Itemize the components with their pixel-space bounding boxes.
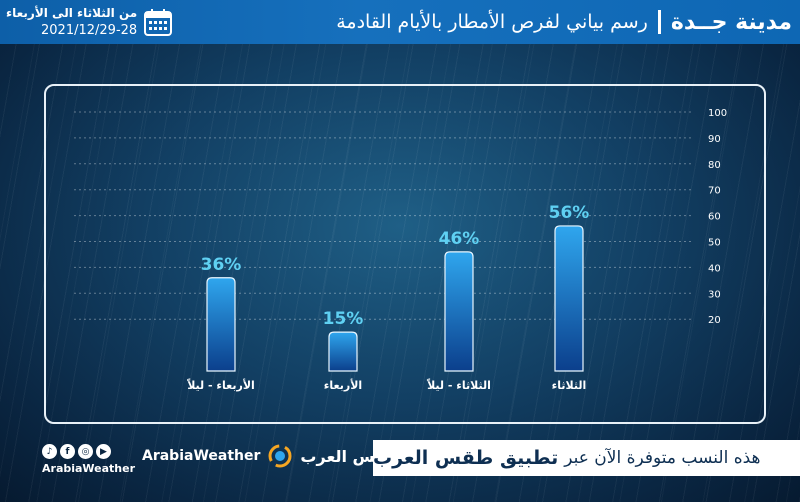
youtube-icon[interactable]: ▶ — [96, 444, 111, 459]
category-label: الثلاثاء — [552, 379, 587, 392]
header-title-group: مدينة جــدة رسم بياني لفرص الأمطار بالأي… — [336, 0, 792, 44]
arabiaweather-logo-icon — [268, 444, 292, 468]
date-value: 2021/12/29-28 — [41, 23, 138, 38]
bar — [328, 331, 358, 372]
value-label: 15% — [323, 309, 364, 329]
grid-lines — [74, 111, 694, 320]
tiktok-icon[interactable]: ♪ — [42, 444, 57, 459]
category-label: الثلاثاء - ليلاً — [427, 377, 491, 392]
value-labels: 56% 46% 15% 36% — [201, 203, 590, 329]
value-label: 56% — [549, 203, 590, 223]
value-label: 46% — [439, 229, 480, 249]
date-range: من الثلاثاء الى الأربعاء — [6, 6, 138, 20]
category-labels: الثلاثاء الثلاثاء - ليلاً الأربعاء الأربعاء… — [187, 377, 586, 392]
instagram-icon[interactable]: ◎ — [78, 444, 93, 459]
value-label: 36% — [201, 255, 242, 275]
brand-logo-group: ArabiaWeather طقس العرب — [142, 444, 402, 468]
promo-text: هذه النسب متوفرة الآن عبر — [564, 448, 761, 468]
bar — [554, 225, 584, 372]
y-tick-label: 60 — [708, 212, 721, 223]
chart-panel: 20 30 40 50 60 70 80 90 100 56% 46% 15% 36% الثلاثا… — [44, 84, 766, 424]
y-tick-label: 40 — [708, 263, 721, 274]
social-handle: ArabiaWeather — [42, 462, 136, 475]
y-tick-labels: 20 30 40 50 60 70 80 90 100 — [708, 108, 727, 326]
y-tick-label: 20 — [708, 315, 721, 326]
facebook-icon[interactable]: f — [60, 444, 75, 459]
header-bar: مدينة جــدة رسم بياني لفرص الأمطار بالأي… — [0, 0, 800, 44]
promo-app-name[interactable]: تطبيق طقس العرب — [373, 447, 559, 469]
page-title: رسم بياني لفرص الأمطار بالأيام القادمة — [336, 11, 648, 33]
bars — [206, 225, 584, 372]
app-promo-bar: هذه النسب متوفرة الآن عبر تطبيق طقس العر… — [373, 440, 800, 476]
calendar-icon — [144, 9, 173, 36]
brand-name-en: ArabiaWeather — [142, 448, 261, 464]
y-tick-label: 90 — [708, 134, 721, 145]
category-label: الأربعاء — [324, 378, 362, 392]
bar — [444, 251, 474, 372]
y-tick-label: 50 — [708, 238, 721, 249]
date-block: من الثلاثاء الى الأربعاء 2021/12/29-28 — [6, 4, 137, 40]
rain-chance-chart: 20 30 40 50 60 70 80 90 100 56% 46% 15% 36% الثلاثا… — [74, 108, 727, 392]
y-tick-label: 70 — [708, 186, 721, 197]
y-tick-label: 80 — [708, 160, 721, 171]
category-label: الأربعاء - ليلاً — [187, 377, 255, 392]
city-name: مدينة جــدة — [670, 9, 792, 35]
date-group: من الثلاثاء الى الأربعاء 2021/12/29-28 — [6, 3, 173, 41]
title-separator — [657, 10, 661, 34]
y-tick-label: 30 — [708, 289, 721, 300]
bar — [206, 277, 236, 372]
social-icons: ♪ f ◎ ▶ — [42, 444, 111, 459]
y-tick-label: 100 — [708, 108, 727, 119]
